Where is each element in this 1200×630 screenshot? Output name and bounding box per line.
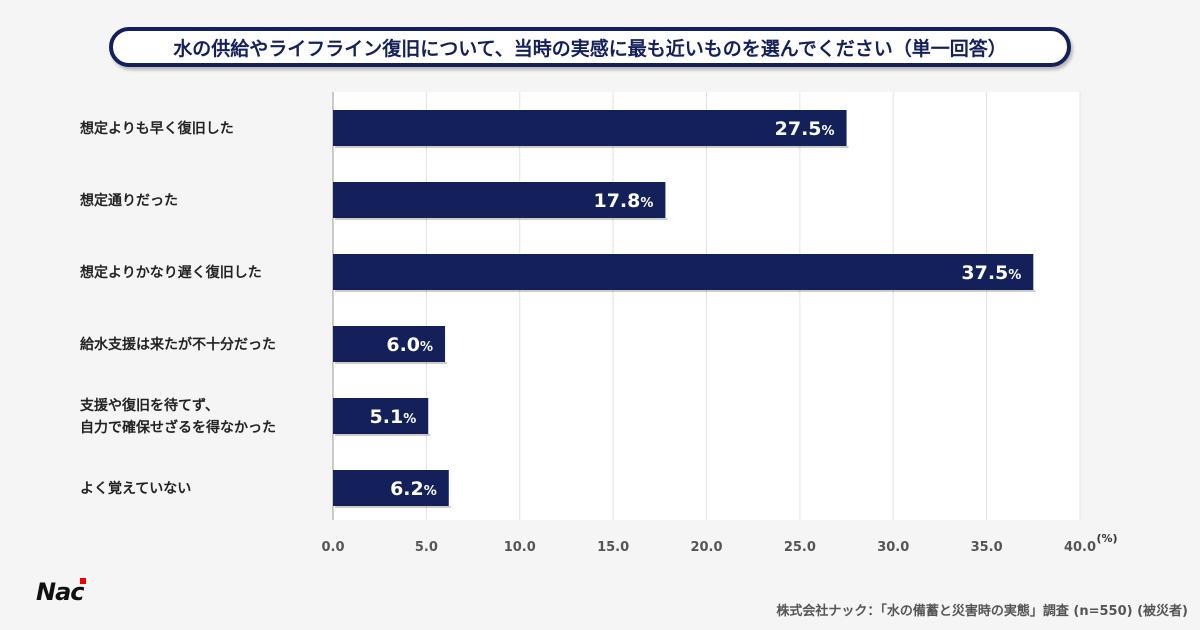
x-tick-label: 30.0 bbox=[877, 540, 909, 555]
x-tick-label: 15.0 bbox=[597, 540, 629, 555]
x-tick-label: 40.0 bbox=[1064, 540, 1096, 555]
source-note: 株式会社ナック：「水の備蓄と災害時の実態」調査 (n=550) (被災者) bbox=[776, 604, 1188, 619]
category-label: 自力で確保せざるを得なかった bbox=[80, 419, 276, 436]
bar-shadow bbox=[335, 362, 448, 364]
bar-shadow bbox=[335, 434, 431, 436]
x-tick-label: 20.0 bbox=[690, 540, 722, 555]
value-label: 6.2% bbox=[390, 478, 437, 500]
x-tick-label: 0.0 bbox=[321, 540, 344, 555]
bar-shadow bbox=[335, 290, 1036, 292]
bar bbox=[333, 182, 666, 218]
category-label: よく覚えていない bbox=[80, 480, 191, 497]
value-label: 17.8% bbox=[593, 190, 653, 212]
value-label: 5.1% bbox=[370, 406, 417, 428]
category-label: 想定よりかなり遅く復旧した bbox=[79, 264, 262, 281]
category-label: 想定よりも早く復旧した bbox=[79, 120, 234, 137]
bar-shadow bbox=[335, 506, 451, 508]
bar bbox=[333, 470, 449, 506]
value-label: 37.5% bbox=[961, 262, 1021, 284]
x-axis-unit: (%) bbox=[1096, 532, 1117, 545]
x-tick-label: 10.0 bbox=[504, 540, 536, 555]
category-label: 給水支援は来たが不十分だった bbox=[80, 336, 276, 353]
nac-logo: Nac bbox=[36, 578, 86, 606]
bar-shadow bbox=[335, 218, 668, 220]
bar bbox=[333, 398, 429, 434]
x-tick-label: 5.0 bbox=[415, 540, 438, 555]
x-tick-label: 25.0 bbox=[784, 540, 816, 555]
bar bbox=[333, 326, 446, 362]
bar bbox=[333, 110, 847, 146]
bar bbox=[333, 254, 1034, 290]
bar-shadow bbox=[335, 146, 849, 148]
value-label: 6.0% bbox=[386, 334, 433, 356]
x-tick-label: 35.0 bbox=[971, 540, 1003, 555]
category-label: 想定通りだった bbox=[79, 192, 178, 209]
value-label: 27.5% bbox=[775, 118, 835, 140]
chart-title: 水の供給やライフライン復旧について、当時の実感に最も近いものを選んでください（単… bbox=[109, 27, 1071, 67]
category-label: 支援や復旧を待てず、 bbox=[79, 397, 219, 414]
